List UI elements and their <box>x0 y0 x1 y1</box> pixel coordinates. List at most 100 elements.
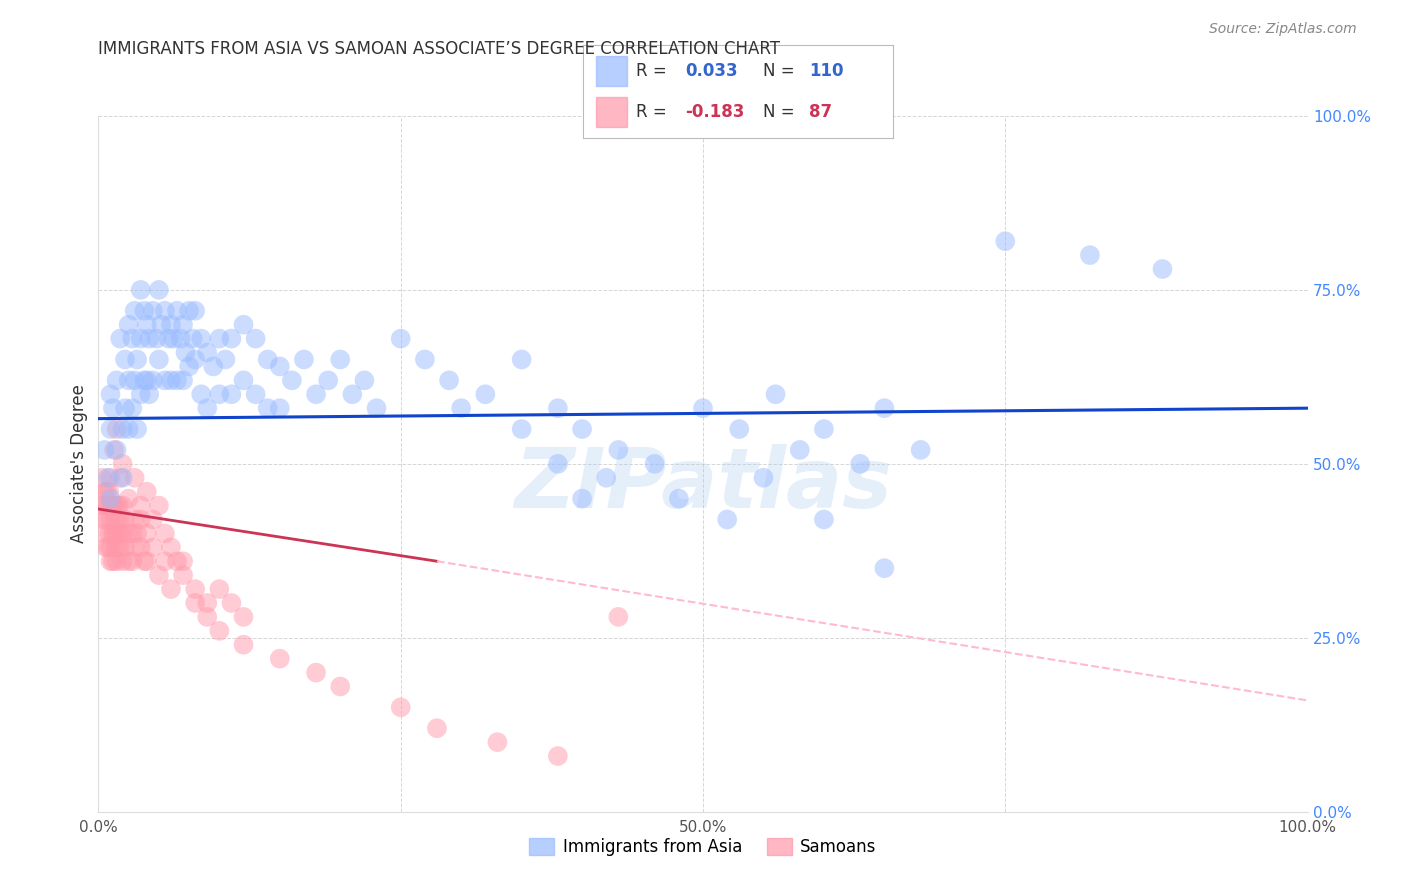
Point <box>547 457 569 471</box>
Point <box>172 554 194 568</box>
Point <box>316 373 339 387</box>
Point <box>107 512 129 526</box>
Point <box>153 303 176 318</box>
Point <box>97 499 120 513</box>
Point <box>135 484 157 499</box>
Point <box>138 332 160 346</box>
Point <box>195 596 218 610</box>
Point <box>111 422 134 436</box>
Point <box>208 624 231 638</box>
Point <box>148 499 170 513</box>
Point <box>181 332 204 346</box>
Point <box>269 651 291 665</box>
Point <box>269 359 291 374</box>
Point <box>108 526 131 541</box>
Point <box>607 610 630 624</box>
Point <box>232 318 254 332</box>
Point <box>607 442 630 457</box>
Point <box>716 512 738 526</box>
Point <box>1078 248 1101 262</box>
Point <box>105 442 128 457</box>
Point <box>245 332 267 346</box>
Point <box>96 512 118 526</box>
Y-axis label: Associate's Degree: Associate's Degree <box>70 384 89 543</box>
Text: -0.183: -0.183 <box>686 103 745 121</box>
Point <box>103 526 125 541</box>
Point <box>100 499 122 513</box>
Point <box>101 401 124 416</box>
Point <box>134 373 156 387</box>
Point <box>437 373 460 387</box>
Point <box>202 359 225 374</box>
Point <box>179 303 201 318</box>
Point <box>93 484 115 499</box>
Point <box>366 401 388 416</box>
Point <box>221 596 243 610</box>
Point <box>111 471 134 485</box>
Point <box>145 332 167 346</box>
Point <box>100 491 122 506</box>
Point <box>692 401 714 416</box>
Point <box>813 512 835 526</box>
Point <box>389 700 412 714</box>
Point <box>124 471 146 485</box>
Point <box>269 401 291 416</box>
Point <box>232 638 254 652</box>
Point <box>150 318 173 332</box>
Point <box>353 373 375 387</box>
Point <box>100 554 122 568</box>
Point <box>135 526 157 541</box>
Point <box>571 422 593 436</box>
Point <box>105 554 128 568</box>
Point <box>96 484 118 499</box>
Point <box>104 512 127 526</box>
Point <box>142 303 165 318</box>
Point <box>305 665 328 680</box>
Point <box>153 373 176 387</box>
Point <box>195 401 218 416</box>
Point <box>221 387 243 401</box>
Point <box>547 401 569 416</box>
Point <box>849 457 872 471</box>
Point <box>172 568 194 582</box>
Point <box>129 332 152 346</box>
Point <box>118 491 141 506</box>
Point <box>256 401 278 416</box>
Text: IMMIGRANTS FROM ASIA VS SAMOAN ASSOCIATE’S DEGREE CORRELATION CHART: IMMIGRANTS FROM ASIA VS SAMOAN ASSOCIATE… <box>98 40 780 58</box>
Point <box>195 345 218 359</box>
Point <box>101 499 124 513</box>
Point <box>142 541 165 555</box>
Point <box>97 541 120 555</box>
Point <box>108 541 131 555</box>
Point <box>329 680 352 694</box>
Point <box>813 422 835 436</box>
Point <box>208 582 231 596</box>
Point <box>184 303 207 318</box>
Point <box>94 499 117 513</box>
Point <box>129 499 152 513</box>
Point <box>873 561 896 575</box>
Point <box>160 373 183 387</box>
Point <box>91 471 114 485</box>
Point <box>153 554 176 568</box>
Point <box>108 332 131 346</box>
Point <box>129 541 152 555</box>
Point <box>162 332 184 346</box>
Point <box>94 541 117 555</box>
Point <box>100 471 122 485</box>
Point <box>124 541 146 555</box>
Point <box>214 352 236 367</box>
Point <box>135 318 157 332</box>
Point <box>450 401 472 416</box>
Point <box>157 332 180 346</box>
Point <box>571 491 593 506</box>
Point <box>138 387 160 401</box>
Point <box>221 332 243 346</box>
Point <box>142 373 165 387</box>
Point <box>105 422 128 436</box>
Point <box>486 735 509 749</box>
Point <box>166 303 188 318</box>
Point <box>789 442 811 457</box>
Point <box>256 352 278 367</box>
Point <box>190 387 212 401</box>
